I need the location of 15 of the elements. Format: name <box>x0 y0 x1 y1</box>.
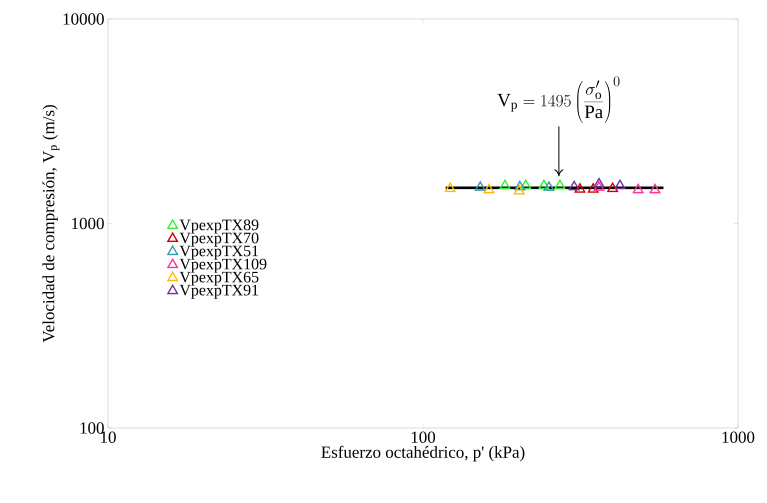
legend-label: VpexpTX91 <box>180 284 258 299</box>
legend-label: VpexpTX70 <box>180 232 258 247</box>
legend-label: VpexpTX65 <box>180 272 258 286</box>
annotation: $\mathrm{V_p} = 1495\left(\frac{\mathrm{\sigma'_o}}{\mathrm{Pa}}\right)^{0}$ <box>497 76 620 123</box>
y-tick-label: 10000 <box>64 13 104 25</box>
legend-label: VpexpTX89 <box>180 220 258 234</box>
y-tick-label: 100 <box>80 422 104 434</box>
x-tick-label: 100 <box>412 432 436 443</box>
x-tick-label: 1000 <box>722 432 754 443</box>
x-tick-label: 10 <box>101 432 116 443</box>
x-axis-title: Esfuerzo octahédrico, p' (kPa) <box>321 446 524 462</box>
legend-label: VpexpTX51 <box>180 246 258 260</box>
legend-label: VpexpTX109 <box>180 258 266 273</box>
y-axis-title: Velocidad de compresión, V$_{p}$ (m/s) <box>42 105 60 342</box>
y-tick-label: 1000 <box>72 218 104 230</box>
